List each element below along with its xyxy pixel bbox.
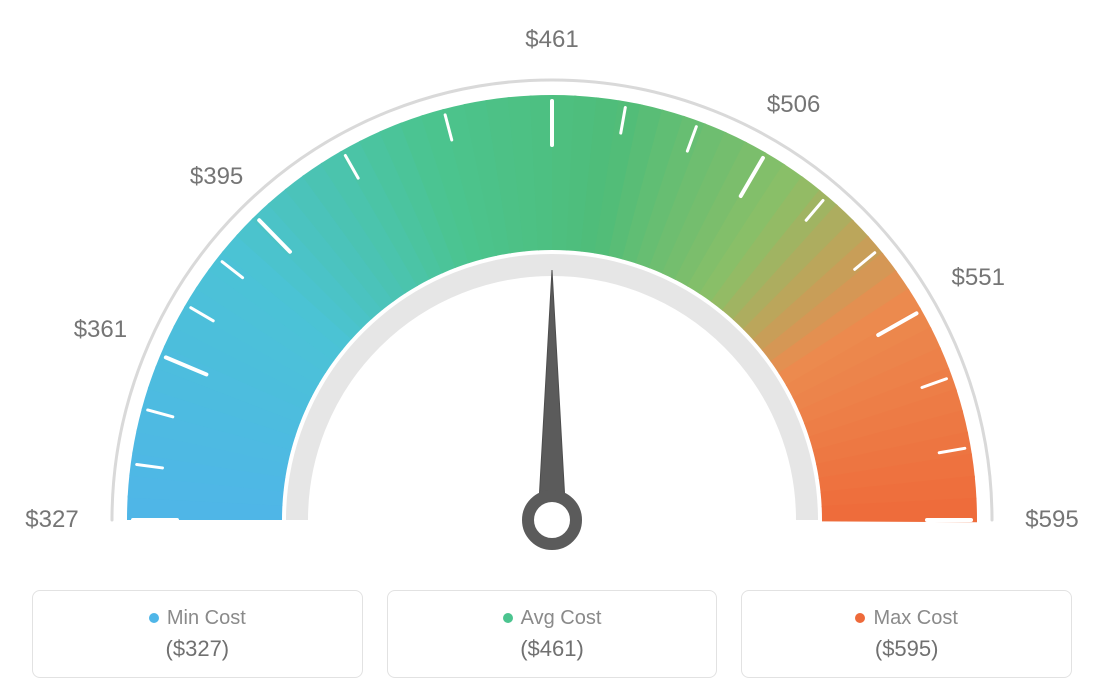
gauge-tick-label: $595: [1025, 506, 1078, 534]
gauge-tick-label: $395: [190, 163, 243, 191]
legend-label-max: Max Cost: [855, 607, 957, 630]
dot-icon: [855, 613, 865, 623]
dot-icon: [503, 613, 513, 623]
legend-text-min: Min Cost: [167, 607, 246, 630]
legend-value-min: ($327): [166, 636, 230, 662]
gauge-svg: [0, 0, 1104, 570]
legend-card-max: Max Cost ($595): [741, 590, 1072, 678]
gauge-tick-label: $461: [525, 26, 578, 54]
legend-card-avg: Avg Cost ($461): [387, 590, 718, 678]
gauge-chart: $327 $361 $395 $461 $506 $551 $595: [0, 0, 1104, 570]
legend-text-max: Max Cost: [873, 607, 957, 630]
legend-value-max: ($595): [875, 636, 939, 662]
gauge-tick-label: $551: [952, 264, 1005, 292]
legend-label-avg: Avg Cost: [503, 607, 602, 630]
gauge-tick-label: $506: [767, 91, 820, 119]
legend-label-min: Min Cost: [149, 607, 246, 630]
legend-row: Min Cost ($327) Avg Cost ($461) Max Cost…: [0, 590, 1104, 690]
gauge-tick-label: $327: [25, 506, 78, 534]
dot-icon: [149, 613, 159, 623]
legend-card-min: Min Cost ($327): [32, 590, 363, 678]
legend-value-avg: ($461): [520, 636, 584, 662]
gauge-tick-label: $361: [74, 316, 127, 344]
legend-text-avg: Avg Cost: [521, 607, 602, 630]
